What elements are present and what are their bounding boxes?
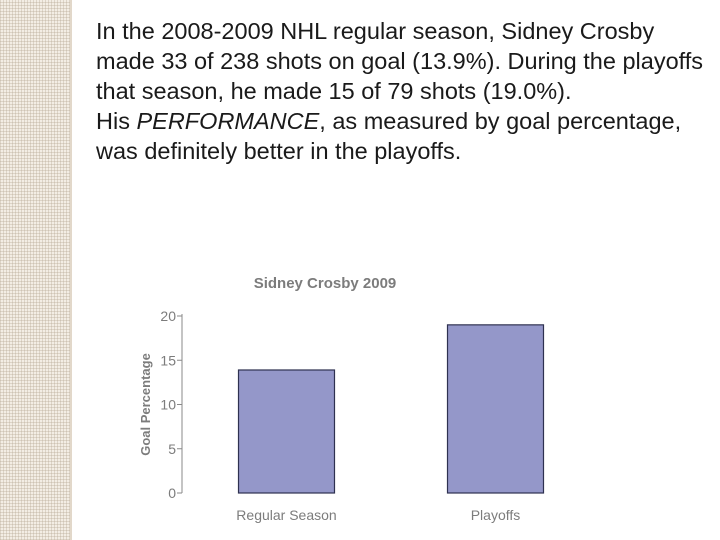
chart-title: Sidney Crosby 2009 — [254, 275, 397, 292]
bar-chart: Sidney Crosby 2009 Goal Percentage 0 5 10 15 2… — [138, 275, 545, 523]
bullet-text-post: , as measured by goal percentage, was de… — [96, 108, 682, 164]
bullet-text-pre: His — [96, 108, 137, 134]
bullet-item-performance: His PERFORMANCE, as measured by goal per… — [80, 106, 710, 166]
x-tick-label: Regular Season — [236, 507, 336, 523]
bullet-text: In the 2008-2009 NHL regular season, Sid… — [96, 18, 704, 104]
bar — [446, 324, 545, 494]
bullet-item-regular-season: In the 2008-2009 NHL regular season, Sid… — [80, 16, 710, 106]
decorative-side-rule — [70, 0, 72, 540]
y-tick-label: 5 — [168, 441, 176, 457]
x-tick-label: Playoffs — [471, 507, 521, 523]
bar — [237, 369, 336, 494]
y-tick-label: 20 — [160, 308, 176, 324]
y-tick-label: 0 — [168, 485, 176, 501]
decorative-side-stripe — [0, 0, 70, 540]
y-tick-label: 10 — [160, 397, 176, 413]
y-tick-label: 15 — [160, 352, 176, 368]
y-axis-label: Goal Percentage — [138, 353, 153, 456]
bullet-list: In the 2008-2009 NHL regular season, Sid… — [80, 16, 710, 166]
bullet-text-emphasis: PERFORMANCE — [136, 108, 320, 134]
